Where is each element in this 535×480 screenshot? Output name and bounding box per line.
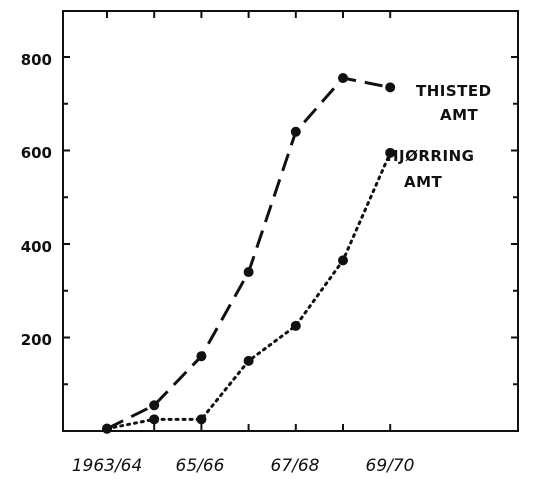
data-point-series-0-2 <box>196 351 207 362</box>
data-point-series-1-4 <box>290 320 301 331</box>
x-tick-label-65-66: 65/66 <box>176 456 225 476</box>
x-tick-label-1963-64: 1963/64 <box>72 456 143 476</box>
data-point-series-1-5 <box>338 255 348 266</box>
data-point-series-1-0 <box>102 423 112 434</box>
series-label-thisted-line1: THISTED <box>416 82 492 100</box>
x-tick-label-67-68: 67/68 <box>271 456 320 476</box>
data-point-series-1-1 <box>149 414 160 425</box>
data-point-series-0-5 <box>338 73 348 84</box>
series-points <box>102 73 396 434</box>
data-point-series-0-6 <box>385 82 396 93</box>
data-point-series-0-3 <box>243 267 254 278</box>
series-line-0 <box>106 76 391 431</box>
data-point-series-1-6 <box>385 147 396 158</box>
series-line-1 <box>105 151 392 431</box>
y-tick-label-400: 400 <box>21 238 52 256</box>
series-lines <box>105 76 392 431</box>
y-tick-label-800: 800 <box>21 51 52 69</box>
data-point-series-1-3 <box>243 355 254 366</box>
plot-frame <box>62 10 519 432</box>
x-tick-label-69-70: 69/70 <box>366 456 415 476</box>
y-tick-label-600: 600 <box>21 144 52 162</box>
data-point-series-1-2 <box>196 414 207 425</box>
y-axis-ticks <box>63 56 518 432</box>
y-tick-label-200: 200 <box>21 331 52 349</box>
data-point-series-0-1 <box>149 400 160 411</box>
x-axis-ticks <box>106 11 392 431</box>
series-label-hjorring-line1: HJØRRING <box>386 147 474 165</box>
data-point-series-0-4 <box>290 126 301 137</box>
series-label-hjorring-line2: AMT <box>404 173 443 191</box>
series-label-thisted-line2: AMT <box>440 106 479 124</box>
